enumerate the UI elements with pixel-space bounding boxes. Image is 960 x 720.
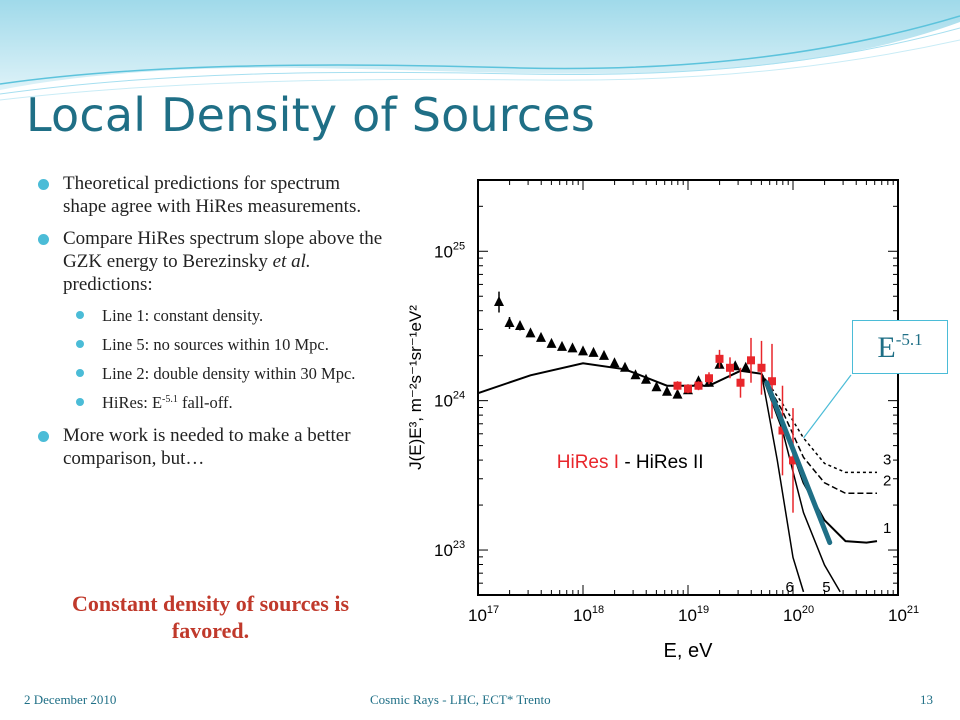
x-tick-label: 1017	[468, 604, 499, 625]
data-point-hires-1	[651, 381, 662, 392]
data-point-hires-2	[768, 377, 776, 386]
data-point-hires-2	[757, 363, 766, 372]
data-point-hires-1	[630, 369, 641, 380]
footer-page-number: 13	[920, 692, 933, 707]
sub-bullet-item: HiRes: E-5.1 fall-off.	[76, 392, 383, 416]
data-point-hires-2	[789, 456, 797, 465]
chart-svg: 1017 1018 1019 1020 1021 1023 1024 1025 E, eV J(E…	[406, 179, 919, 662]
sub-bullet-dot-icon	[76, 369, 84, 377]
data-point-hires-2	[673, 381, 682, 390]
data-point-hires-1	[504, 316, 515, 327]
bullet-item: More work is needed to make a better com…	[38, 424, 383, 470]
model-curve-2	[760, 373, 877, 495]
bullet-item: Theoretical predictions for spectrum sha…	[38, 172, 383, 218]
y-tick-label: 1023	[434, 539, 465, 560]
bullet-dot-icon	[38, 234, 49, 245]
header-wave-decoration	[0, 0, 960, 101]
data-point-hires-1	[662, 385, 672, 396]
sub-bullet-item: Line 5: no sources within 10 Mpc.	[76, 334, 383, 355]
data-point-hires-1	[494, 296, 504, 307]
data-point-hires-1	[557, 340, 567, 351]
bullet-text: Theoretical predictions for spectrum sha…	[63, 173, 362, 217]
slope-callout: E-5.1	[852, 320, 948, 374]
data-point-hires-2	[705, 374, 713, 383]
sub-bullet-dot-icon	[76, 398, 84, 406]
model-curve-6	[760, 373, 805, 593]
bullet-dot-icon	[38, 179, 49, 190]
model-curve-5	[760, 373, 841, 593]
data-point-hires-1	[546, 337, 557, 348]
bullet-text: More work is needed to make a better com…	[63, 425, 351, 469]
callout-base: E	[877, 331, 896, 364]
sub-bullet-superscript: -5.1	[162, 394, 178, 405]
footer-title: Cosmic Rays - LHC, ECT* Trento	[370, 692, 551, 707]
bullet-text-italic: et al.	[272, 251, 311, 272]
y-tick-label: 1025	[434, 240, 465, 261]
sub-bullet-text: Line 2: double density within 30 Mpc.	[102, 364, 356, 383]
model-curve-label: 6	[786, 579, 794, 596]
data-point-hires-1	[536, 331, 546, 342]
data-point-hires-2	[726, 363, 734, 372]
sub-bullet-text: Line 1: constant density.	[102, 306, 264, 325]
model-curve-3	[760, 373, 877, 474]
sub-bullet-text: Line 5: no sources within 10 Mpc.	[102, 335, 329, 354]
footer-date: 2 December 2010	[24, 692, 117, 707]
spectrum-chart: 1017 1018 1019 1020 1021 1023 1024 1025 E, eV J(E…	[383, 165, 936, 690]
bullet-text: predictions:	[63, 274, 153, 295]
callout-leader	[803, 374, 852, 439]
x-tick-label: 1020	[783, 604, 814, 625]
conclusion-text: Constant density of sources is favored.	[71, 591, 350, 643]
bullet-dot-icon	[38, 431, 49, 442]
fit-line	[764, 380, 833, 546]
x-tick-label: 1021	[888, 604, 919, 625]
data-point-hires-2	[694, 381, 703, 390]
x-tick-label: 1019	[678, 604, 709, 625]
bullet-item: Compare HiRes spectrum slope above the G…	[38, 227, 383, 296]
data-point-hires-2	[736, 378, 745, 387]
data-point-hires-1	[567, 342, 578, 353]
data-point-hires-1	[578, 345, 588, 356]
data-point-hires-1	[641, 373, 651, 384]
data-point-hires-2	[715, 354, 724, 363]
callout-superscript: -5.1	[895, 330, 923, 349]
sub-bullet-text: HiRes: E	[102, 393, 163, 412]
data-point-hires-2	[747, 356, 755, 365]
data-point-hires-1	[525, 327, 536, 338]
data-point-hires-1	[609, 357, 620, 368]
slide-title: Local Density of Sources	[26, 88, 596, 142]
sub-bullet-dot-icon	[76, 340, 84, 348]
sub-bullet-text: fall-off.	[177, 393, 233, 412]
data-point-hires-1	[620, 361, 630, 372]
data-point-hires-1	[740, 361, 751, 372]
data-point-hires-2	[778, 426, 787, 435]
model-curve-label: 2	[883, 472, 891, 489]
chart-annotation: HiRes I - HiRes II	[557, 452, 704, 473]
x-axis-label: E, eV	[664, 640, 714, 662]
x-tick-label: 1018	[573, 604, 604, 625]
bullet-text: Compare HiRes spectrum slope above the G…	[63, 228, 383, 272]
data-point-hires-1	[515, 319, 525, 330]
bullet-list: Theoretical predictions for spectrum sha…	[38, 172, 383, 479]
data-point-hires-1	[588, 346, 599, 357]
sub-bullet-item: Line 1: constant density.	[76, 305, 383, 326]
y-axis-label: J(E)E³, m⁻²s⁻¹sr⁻¹eV²	[406, 305, 425, 470]
data-point-hires-1	[672, 388, 683, 399]
sub-bullet-dot-icon	[76, 311, 84, 319]
data-point-hires-2	[684, 384, 692, 393]
y-tick-label: 1024	[434, 390, 465, 411]
model-curve-label: 3	[883, 451, 891, 468]
sub-bullet-item: Line 2: double density within 30 Mpc.	[76, 363, 383, 384]
data-point-hires-1	[599, 349, 609, 360]
model-curve-label: 5	[822, 579, 830, 596]
model-curve-label: 1	[883, 520, 891, 537]
